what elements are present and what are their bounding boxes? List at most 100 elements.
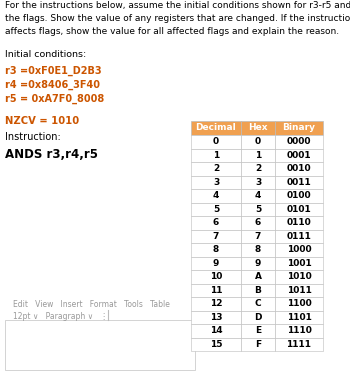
FancyBboxPatch shape — [275, 189, 323, 202]
Text: 9: 9 — [255, 259, 261, 268]
Text: B: B — [254, 286, 261, 295]
FancyBboxPatch shape — [241, 310, 275, 324]
Text: 7: 7 — [255, 232, 261, 241]
FancyBboxPatch shape — [241, 324, 275, 338]
FancyBboxPatch shape — [275, 162, 323, 176]
FancyBboxPatch shape — [241, 135, 275, 148]
FancyBboxPatch shape — [241, 256, 275, 270]
FancyBboxPatch shape — [275, 297, 323, 310]
Text: 1100: 1100 — [287, 299, 312, 308]
FancyBboxPatch shape — [241, 243, 275, 256]
Text: 0001: 0001 — [287, 151, 311, 160]
Text: 0111: 0111 — [287, 232, 312, 241]
Text: A: A — [254, 272, 261, 281]
FancyBboxPatch shape — [191, 270, 241, 284]
Text: r3 =0xF0E1_D2B3: r3 =0xF0E1_D2B3 — [5, 66, 102, 76]
FancyBboxPatch shape — [241, 230, 275, 243]
FancyBboxPatch shape — [275, 243, 323, 256]
FancyBboxPatch shape — [191, 243, 241, 256]
FancyBboxPatch shape — [275, 148, 323, 162]
Text: 0010: 0010 — [287, 164, 311, 173]
Text: E: E — [255, 326, 261, 335]
Text: r5 = 0xA7F0_8008: r5 = 0xA7F0_8008 — [5, 94, 104, 104]
Text: 8: 8 — [213, 245, 219, 254]
FancyBboxPatch shape — [241, 270, 275, 284]
Text: 1001: 1001 — [287, 259, 312, 268]
Text: D: D — [254, 313, 262, 322]
FancyBboxPatch shape — [191, 310, 241, 324]
Text: 0: 0 — [213, 137, 219, 146]
Text: 8: 8 — [255, 245, 261, 254]
Text: 0: 0 — [255, 137, 261, 146]
Text: Initial conditions:: Initial conditions: — [5, 50, 86, 59]
Text: 11: 11 — [210, 286, 222, 295]
FancyBboxPatch shape — [191, 256, 241, 270]
Text: ANDS r3,r4,r5: ANDS r3,r4,r5 — [5, 148, 98, 161]
FancyBboxPatch shape — [191, 202, 241, 216]
Text: Decimal: Decimal — [196, 123, 236, 132]
FancyBboxPatch shape — [191, 297, 241, 310]
FancyBboxPatch shape — [275, 324, 323, 338]
FancyBboxPatch shape — [241, 162, 275, 176]
Text: Edit   View   Insert   Format   Tools   Table: Edit View Insert Format Tools Table — [13, 300, 170, 309]
Text: 0101: 0101 — [287, 205, 312, 214]
Text: 0100: 0100 — [287, 191, 311, 200]
FancyBboxPatch shape — [191, 324, 241, 338]
FancyBboxPatch shape — [191, 189, 241, 202]
Text: 1: 1 — [213, 151, 219, 160]
FancyBboxPatch shape — [191, 216, 241, 229]
FancyBboxPatch shape — [191, 338, 241, 351]
FancyBboxPatch shape — [241, 216, 275, 229]
Text: 1010: 1010 — [287, 272, 312, 281]
Text: 9: 9 — [213, 259, 219, 268]
Text: For the instructions below, assume the initial conditions shown for r3-r5 and: For the instructions below, assume the i… — [5, 1, 350, 10]
FancyBboxPatch shape — [275, 270, 323, 284]
FancyBboxPatch shape — [191, 162, 241, 176]
FancyBboxPatch shape — [275, 202, 323, 216]
Text: Hex: Hex — [248, 123, 268, 132]
Text: 7: 7 — [213, 232, 219, 241]
Text: 4: 4 — [213, 191, 219, 200]
FancyBboxPatch shape — [241, 284, 275, 297]
FancyBboxPatch shape — [191, 176, 241, 189]
FancyBboxPatch shape — [191, 230, 241, 243]
FancyBboxPatch shape — [241, 148, 275, 162]
FancyBboxPatch shape — [275, 216, 323, 229]
Text: r4 =0x8406_3F40: r4 =0x8406_3F40 — [5, 80, 100, 90]
Text: 5: 5 — [255, 205, 261, 214]
Text: Instruction:: Instruction: — [5, 132, 61, 142]
Text: 15: 15 — [210, 340, 222, 349]
FancyBboxPatch shape — [241, 338, 275, 351]
Text: C: C — [255, 299, 261, 308]
Text: 6: 6 — [255, 218, 261, 227]
FancyBboxPatch shape — [275, 135, 323, 148]
FancyBboxPatch shape — [241, 297, 275, 310]
Text: affects flags, show the value for all affected flags and explain the reason.: affects flags, show the value for all af… — [5, 27, 339, 36]
Text: 1: 1 — [255, 151, 261, 160]
Text: 14: 14 — [210, 326, 222, 335]
Text: 1000: 1000 — [287, 245, 311, 254]
Text: 3: 3 — [255, 178, 261, 187]
FancyBboxPatch shape — [241, 202, 275, 216]
Text: NZCV = 1010: NZCV = 1010 — [5, 116, 79, 126]
Text: 1111: 1111 — [287, 340, 312, 349]
Text: the flags. Show the value of any registers that are changed. If the instruction: the flags. Show the value of any registe… — [5, 14, 350, 23]
Text: 2: 2 — [255, 164, 261, 173]
FancyBboxPatch shape — [275, 256, 323, 270]
FancyBboxPatch shape — [241, 176, 275, 189]
Text: Binary: Binary — [282, 123, 315, 132]
Text: 1101: 1101 — [287, 313, 312, 322]
FancyBboxPatch shape — [275, 284, 323, 297]
FancyBboxPatch shape — [191, 135, 241, 148]
Text: 3: 3 — [213, 178, 219, 187]
Text: 0011: 0011 — [287, 178, 312, 187]
FancyBboxPatch shape — [275, 230, 323, 243]
Text: 1011: 1011 — [287, 286, 312, 295]
FancyBboxPatch shape — [275, 338, 323, 351]
Text: F: F — [255, 340, 261, 349]
FancyBboxPatch shape — [241, 189, 275, 202]
Text: 13: 13 — [210, 313, 222, 322]
Text: 10: 10 — [210, 272, 222, 281]
Text: 12: 12 — [210, 299, 222, 308]
Text: 0000: 0000 — [287, 137, 311, 146]
